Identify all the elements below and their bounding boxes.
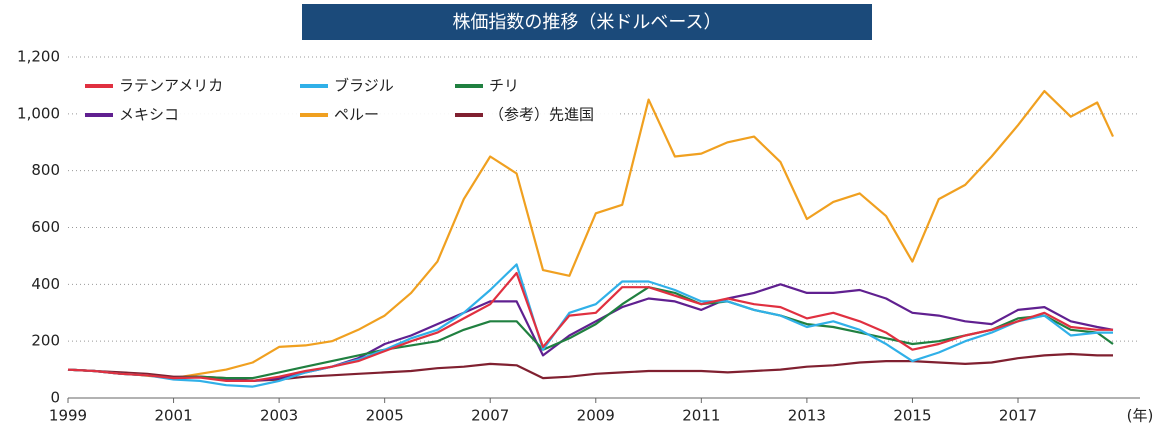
series-line: [67, 263, 1113, 388]
chart-title: 株価指数の推移（米ドルベース）: [452, 12, 721, 33]
y-tick-label: 0: [50, 389, 60, 407]
x-tick-label: 2013: [788, 407, 826, 425]
x-tick-label: 2011: [682, 407, 720, 425]
legend-label: メキシコ: [119, 106, 179, 124]
legend-label: ペルー: [334, 106, 379, 124]
x-tick-label: 2001: [154, 407, 192, 425]
x-tick-label: 1999: [49, 407, 87, 425]
series-line: [67, 352, 1113, 382]
y-tick-label: 600: [31, 218, 60, 236]
series-line: [67, 286, 1114, 380]
series-line: [67, 283, 1114, 382]
x-tick-label: 2003: [260, 407, 298, 425]
x-tick-label: 2005: [366, 407, 404, 425]
x-tick-label: 2007: [471, 407, 509, 425]
title-box: [302, 4, 872, 40]
legend-box: [78, 70, 618, 132]
series-line: [67, 90, 1114, 380]
legend-label: ラテンアメリカ: [119, 77, 223, 95]
legend-label: チリ: [489, 77, 519, 95]
x-tick-label: 2017: [999, 407, 1037, 425]
x-tick-label: 2015: [893, 407, 931, 425]
y-tick-label: 400: [31, 275, 60, 293]
x-unit: (年): [1127, 407, 1154, 425]
series-line: [67, 271, 1113, 382]
y-tick-label: 200: [31, 332, 60, 350]
legend-label: （参考）先進国: [489, 106, 594, 124]
legend-label: ブラジル: [334, 77, 394, 95]
y-tick-label: 1,000: [17, 104, 60, 122]
y-tick-label: 800: [31, 161, 60, 179]
x-tick-label: 2009: [577, 407, 615, 425]
y-tick-label: 1,200: [17, 48, 60, 66]
